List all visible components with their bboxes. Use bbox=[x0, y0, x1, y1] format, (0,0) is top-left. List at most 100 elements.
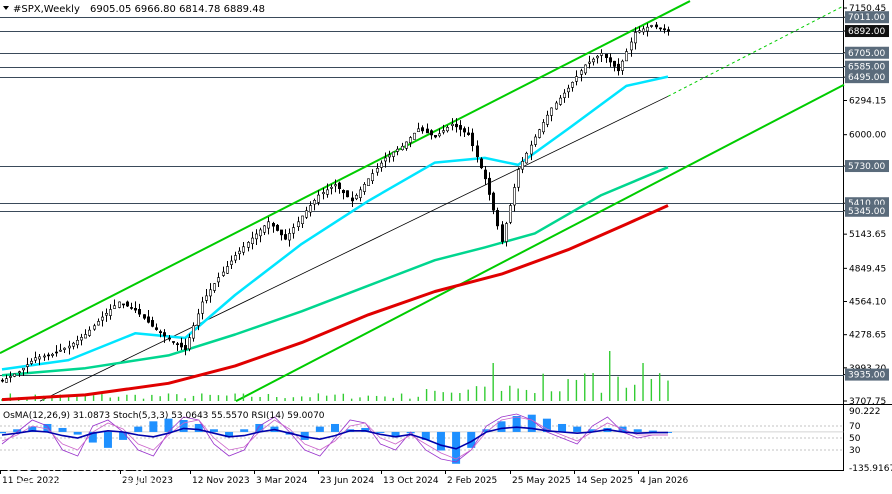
price-tick-label: 7150.45 bbox=[849, 4, 886, 14]
volume-bar bbox=[409, 398, 411, 401]
osma-bar bbox=[648, 430, 657, 432]
channel-lower-line bbox=[235, 83, 845, 402]
osma-bar bbox=[376, 431, 385, 433]
candle-body bbox=[412, 132, 416, 140]
candle-body bbox=[504, 223, 508, 242]
candle-body bbox=[72, 342, 76, 347]
candle-body bbox=[242, 246, 246, 253]
candle-body bbox=[491, 192, 495, 211]
osma-bar bbox=[194, 423, 203, 432]
candle-body bbox=[645, 26, 649, 32]
candle-body bbox=[88, 329, 92, 336]
candle-body bbox=[93, 325, 97, 330]
candle-body bbox=[76, 340, 80, 346]
candle-body bbox=[126, 301, 130, 307]
stoch-k-line bbox=[1, 413, 668, 463]
candle-body bbox=[316, 194, 320, 203]
volume-bar bbox=[542, 373, 544, 401]
candle-body bbox=[62, 347, 66, 350]
osma-bar bbox=[300, 431, 309, 440]
candle-body bbox=[163, 332, 167, 337]
candle-body bbox=[275, 224, 279, 231]
level-tag bbox=[845, 11, 889, 24]
candle-body bbox=[176, 343, 180, 345]
candle-body bbox=[500, 224, 504, 242]
volume-bar bbox=[67, 394, 70, 401]
candle-body bbox=[662, 28, 666, 31]
volume-bar bbox=[500, 390, 503, 401]
candle-body bbox=[433, 134, 437, 138]
candle-body bbox=[570, 82, 574, 88]
volume-bar bbox=[184, 398, 186, 401]
collapse-triangle-icon[interactable] bbox=[3, 6, 9, 10]
candle-body bbox=[266, 221, 270, 229]
candle-body bbox=[537, 129, 541, 138]
candle-body bbox=[350, 197, 354, 202]
volume-bar bbox=[126, 394, 128, 401]
volume-bar bbox=[76, 395, 78, 401]
volume-bar bbox=[209, 394, 211, 401]
candle-body bbox=[375, 168, 379, 173]
candle-body bbox=[479, 158, 483, 169]
osma-bar bbox=[134, 426, 143, 432]
volume-bar bbox=[134, 394, 136, 401]
candle-body bbox=[437, 133, 441, 137]
volume-bar bbox=[267, 393, 270, 401]
candle-body bbox=[109, 309, 113, 316]
volume-bar bbox=[109, 397, 111, 401]
candle-body bbox=[391, 151, 395, 157]
volume-bar bbox=[634, 384, 636, 401]
candle-body bbox=[420, 127, 424, 132]
candle-body bbox=[549, 107, 553, 116]
osma-bar bbox=[103, 431, 112, 448]
candle-body bbox=[287, 233, 291, 241]
volume-bar bbox=[284, 398, 286, 401]
candle-body bbox=[566, 87, 570, 93]
time-tick-label: 4 Jan 2026 bbox=[640, 476, 688, 486]
volume-bar bbox=[509, 385, 511, 401]
time-tick-label: 3 Mar 2024 bbox=[256, 476, 308, 486]
candle-body bbox=[251, 237, 255, 244]
trend-extension-line bbox=[667, 5, 845, 97]
candle-body bbox=[17, 371, 21, 373]
osma-bar bbox=[391, 431, 400, 438]
volume-bar bbox=[550, 391, 553, 401]
candle-body bbox=[312, 200, 316, 205]
candle-body bbox=[291, 227, 295, 234]
osma-bar bbox=[315, 426, 324, 432]
level-tag bbox=[845, 46, 889, 59]
volume-bar bbox=[201, 393, 203, 401]
ohlc-values: 6905.05 6966.80 6814.78 6889.48 bbox=[90, 4, 265, 15]
candle-body bbox=[591, 58, 595, 63]
volume-bar bbox=[301, 396, 303, 401]
candle-body bbox=[545, 114, 549, 125]
candle-body bbox=[54, 351, 58, 354]
oscillator-tick-label: 90.222 bbox=[849, 407, 881, 417]
candle-body bbox=[583, 64, 587, 74]
candle-body bbox=[475, 145, 479, 158]
trend-line bbox=[39, 95, 669, 402]
candle-body bbox=[608, 57, 612, 63]
osma-bar bbox=[527, 414, 536, 432]
candle-body bbox=[654, 24, 658, 28]
candle-body bbox=[147, 316, 151, 323]
osma-bar bbox=[179, 419, 188, 432]
volume-bar bbox=[92, 395, 95, 401]
candle-body bbox=[9, 376, 13, 378]
osma-bar bbox=[43, 423, 52, 432]
osma-bar bbox=[88, 431, 97, 443]
candle-body bbox=[604, 53, 608, 58]
candle-body bbox=[80, 337, 84, 341]
oscillator-label: OsMA(12,26,9) 31.0873 Stoch(5,3,3) 53.06… bbox=[3, 411, 325, 421]
volume-bar bbox=[9, 393, 12, 401]
candle-body bbox=[25, 364, 29, 367]
ema-slow-line bbox=[1, 204, 669, 402]
volume-bar bbox=[309, 397, 311, 401]
candle-body bbox=[247, 242, 251, 248]
volume-bar bbox=[534, 393, 536, 401]
candle-body bbox=[21, 367, 25, 371]
price-candles bbox=[0, 21, 670, 383]
candle-body bbox=[587, 61, 591, 64]
